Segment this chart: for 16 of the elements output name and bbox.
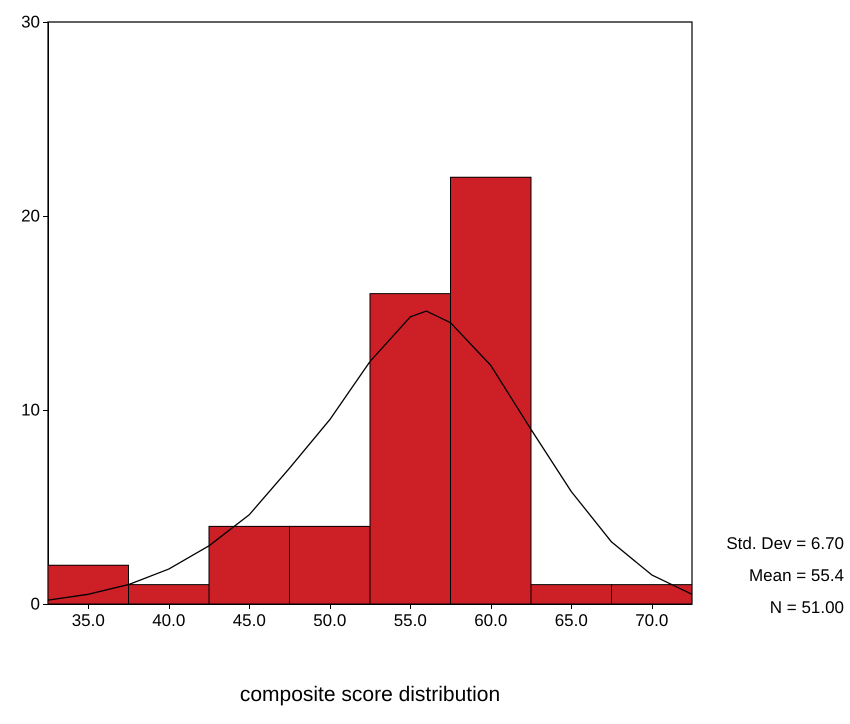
- text: Std. Dev = 6.70: [726, 534, 844, 553]
- x-tick-label: 55.0: [394, 611, 427, 630]
- x-axis-title: composite score distribution: [240, 683, 500, 706]
- y-tick-label: 20: [21, 206, 40, 226]
- x-tick-label: 45.0: [232, 611, 266, 630]
- y-tick-label: 0: [30, 594, 40, 614]
- x-tick-label: 65.0: [554, 611, 588, 630]
- text: N = 51.00: [770, 598, 844, 617]
- y-tick-label: 30: [21, 12, 40, 32]
- x-tick-label: 70.0: [635, 611, 668, 630]
- x-tick-label: 50.0: [313, 611, 346, 630]
- x-tick-label: 35.0: [72, 611, 105, 630]
- x-tick-label: 40.0: [152, 611, 186, 630]
- y-tick-label: 10: [21, 400, 40, 420]
- x-tick-label: 60.0: [474, 611, 508, 630]
- text: Mean = 55.4: [749, 566, 844, 585]
